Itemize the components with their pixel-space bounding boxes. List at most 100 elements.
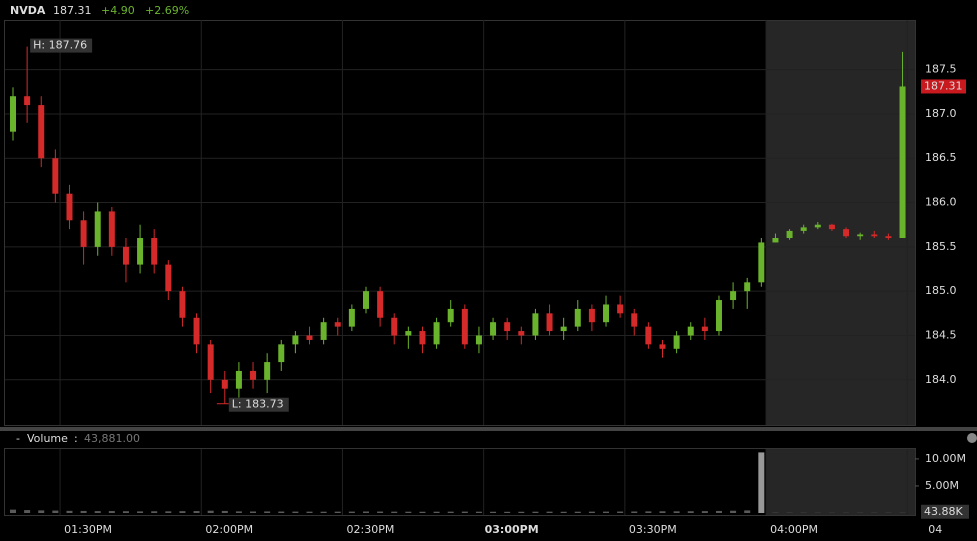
candle-body [24, 96, 31, 106]
volume-bar [122, 511, 129, 513]
change: +4.90 [101, 4, 135, 17]
volume-bar [490, 511, 497, 513]
volume-bar [687, 511, 694, 513]
candle-body [320, 322, 327, 340]
volume-bar [264, 511, 271, 513]
volume-bar [546, 511, 553, 513]
candle-body [151, 238, 158, 265]
candle-body [179, 291, 186, 318]
candle-body [532, 313, 539, 336]
volume-bar [730, 510, 737, 513]
volume-bar [758, 452, 765, 513]
volume-bar [518, 511, 525, 513]
y-tick-label: 184.5 [925, 328, 957, 341]
volume-bar [306, 511, 313, 513]
volume-bar [24, 510, 31, 513]
volume-panel [4, 448, 916, 516]
close-volume[interactable] [967, 433, 977, 443]
volume-bar [207, 510, 214, 513]
candle-body [362, 291, 369, 309]
candle-body [306, 335, 313, 340]
volume-bar [250, 511, 257, 513]
high-label: H: 187.76 [33, 39, 87, 52]
x-tick-label: 02:30PM [347, 523, 395, 536]
candle-body [885, 236, 892, 239]
x-tick-label: 04:00PM [770, 523, 818, 536]
y-tick-label: 185.0 [925, 284, 957, 297]
candle-body [673, 335, 680, 349]
volume-tick-label: 10.00M [925, 452, 966, 465]
last-volume-tag [921, 504, 969, 519]
price: 187.31 [53, 4, 92, 17]
panel-divider [0, 427, 977, 431]
volume-bar [362, 511, 369, 513]
change-pct: +2.69% [145, 4, 189, 17]
candle-body [560, 326, 567, 332]
candle-body [80, 220, 87, 247]
candle-body [814, 224, 821, 228]
candle-body [899, 86, 906, 239]
volume-bar [617, 511, 624, 513]
volume-bar [631, 511, 638, 513]
volume-bar [292, 511, 299, 513]
candle-body [475, 335, 482, 345]
y-tick-label: 186.0 [925, 196, 957, 209]
volume-bar [715, 510, 722, 513]
volume-bar [447, 511, 454, 513]
candle-body [348, 308, 355, 327]
candle-body [278, 344, 285, 363]
x-tick-label: 04 [928, 523, 942, 536]
after-hours-shade [766, 20, 915, 425]
candle-body [857, 234, 864, 237]
candle-body [108, 211, 115, 247]
volume-bar [52, 510, 59, 513]
candle-body [772, 238, 779, 243]
candle-body [490, 322, 497, 336]
volume-bar [80, 510, 87, 513]
last-price-tag [921, 79, 966, 94]
volume-bar [659, 511, 666, 513]
candle-body [433, 322, 440, 345]
candle-body [588, 308, 595, 323]
volume-bar [574, 511, 581, 513]
high-label-bg [30, 38, 93, 53]
volume-bar [588, 511, 595, 513]
candle-body [419, 331, 426, 345]
volume-colon: : [74, 432, 78, 445]
y-tick-label: 185.5 [925, 240, 957, 253]
volume-tick-label: 5.00M [925, 479, 959, 492]
volume-bar [673, 511, 680, 513]
candle-body [687, 326, 694, 336]
volume-bar [603, 511, 610, 513]
candle-body [165, 264, 172, 292]
volume-bar [532, 511, 539, 513]
volume-bar [66, 510, 73, 513]
volume-bar [405, 511, 412, 513]
candle-body [221, 379, 228, 389]
y-tick-label: 184.0 [925, 373, 957, 386]
volume-bar [504, 511, 511, 513]
candle-body [800, 227, 807, 231]
x-tick-label: 03:30PM [629, 523, 677, 536]
candle-body [574, 308, 581, 327]
candle-body [447, 308, 454, 323]
volume-bar [645, 511, 652, 513]
candle-body [645, 326, 652, 345]
volume-dash: - [16, 432, 20, 445]
volume-bar [701, 511, 708, 513]
volume-bar [377, 511, 384, 513]
candle-body [52, 158, 59, 194]
candle-body [38, 105, 45, 159]
volume-bar [461, 511, 468, 513]
candle-body [377, 291, 384, 318]
candle-body [504, 322, 511, 332]
volume-bar [419, 511, 426, 513]
volume-bar [179, 511, 186, 513]
volume-bar [744, 510, 751, 513]
candle-body [871, 234, 878, 237]
candle-body [758, 242, 765, 283]
candle-body [137, 238, 144, 265]
volume-title: Volume [27, 432, 68, 445]
low-label: L: 183.73 [232, 398, 284, 411]
